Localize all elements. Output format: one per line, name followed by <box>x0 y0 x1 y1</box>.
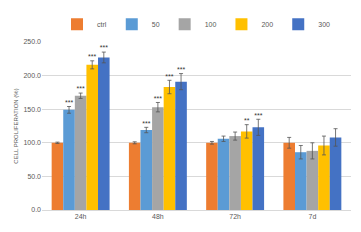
svg-text:***: *** <box>177 66 185 73</box>
svg-text:0.0: 0.0 <box>31 206 41 213</box>
svg-text:100.0: 100.0 <box>23 139 41 146</box>
svg-text:24h: 24h <box>75 213 87 220</box>
svg-text:***: *** <box>254 112 262 119</box>
svg-text:***: *** <box>165 73 173 80</box>
svg-text:7d: 7d <box>308 213 316 220</box>
svg-text:***: *** <box>65 99 73 106</box>
svg-text:48h: 48h <box>152 213 164 220</box>
svg-text:200.0: 200.0 <box>23 72 41 79</box>
svg-text:***: *** <box>100 44 108 51</box>
svg-text:ctrl: ctrl <box>97 21 107 28</box>
svg-text:300: 300 <box>318 21 330 28</box>
svg-text:***: *** <box>154 95 162 102</box>
svg-text:**: ** <box>244 117 250 124</box>
svg-text:***: *** <box>142 120 150 127</box>
svg-text:100: 100 <box>205 21 217 28</box>
svg-text:150.0: 150.0 <box>23 106 41 113</box>
svg-text:250.0: 250.0 <box>23 38 41 45</box>
svg-text:CELL PROLIFERATION (%): CELL PROLIFERATION (%) <box>13 88 19 163</box>
svg-text:50.0: 50.0 <box>27 173 41 180</box>
svg-text:72h: 72h <box>229 213 241 220</box>
svg-text:***: *** <box>88 53 96 60</box>
svg-text:***: *** <box>77 85 85 92</box>
svg-text:50: 50 <box>152 21 160 28</box>
svg-text:200: 200 <box>261 21 273 28</box>
